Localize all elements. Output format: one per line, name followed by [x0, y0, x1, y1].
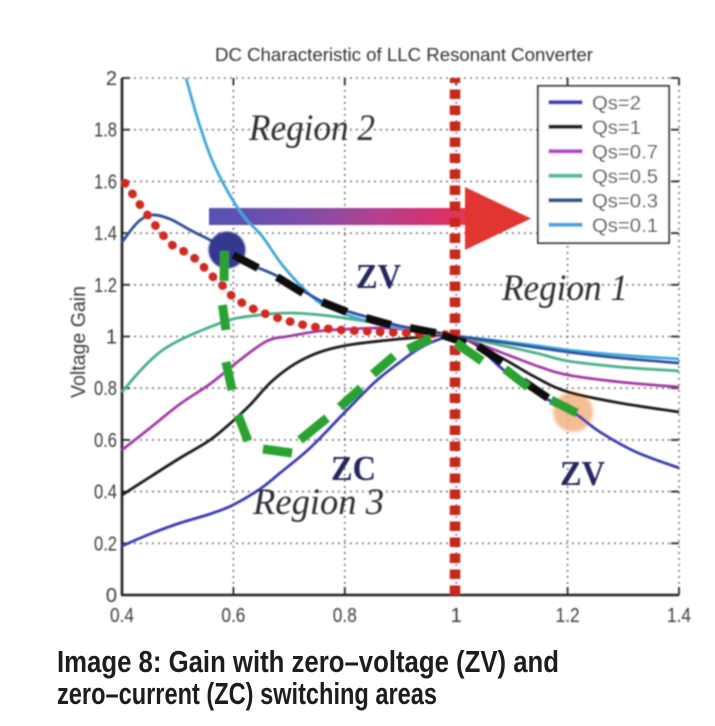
svg-text:Region 3: Region 3	[252, 482, 384, 523]
svg-text:0.8: 0.8	[94, 378, 117, 400]
svg-text:0.8: 0.8	[333, 605, 357, 627]
svg-text:1.4: 1.4	[94, 223, 117, 245]
svg-text:ZV: ZV	[560, 454, 605, 493]
svg-text:Image 8: Gain with zero–voltag: Image 8: Gain with zero–voltage (ZV) and	[57, 644, 559, 679]
svg-text:Region 2: Region 2	[248, 108, 375, 149]
svg-text:1: 1	[451, 605, 462, 627]
svg-text:0.4: 0.4	[94, 482, 117, 504]
svg-text:ZV: ZV	[356, 257, 401, 296]
svg-text:Qs=0.7: Qs=0.7	[592, 142, 658, 163]
svg-text:1.2: 1.2	[94, 275, 117, 297]
svg-text:2: 2	[106, 68, 117, 90]
svg-text:Qs=0.3: Qs=0.3	[592, 191, 658, 212]
svg-text:Qs=0.5: Qs=0.5	[592, 167, 658, 188]
svg-text:ZC: ZC	[331, 449, 376, 488]
svg-text:Qs=0.1: Qs=0.1	[592, 216, 658, 237]
svg-text:1.8: 1.8	[94, 120, 117, 142]
svg-text:0: 0	[106, 585, 117, 607]
svg-text:0.6: 0.6	[221, 605, 245, 627]
svg-text:1.6: 1.6	[94, 171, 117, 193]
svg-text:DC Characteristic of LLC Reson: DC Characteristic of LLC Resonant Conver…	[215, 44, 593, 65]
svg-text:0.6: 0.6	[94, 430, 117, 452]
svg-text:0.4: 0.4	[110, 605, 134, 627]
svg-text:1: 1	[106, 327, 117, 349]
svg-text:0.2: 0.2	[94, 533, 117, 555]
svg-text:zero–current (ZC) switching ar: zero–current (ZC) switching areas	[57, 676, 437, 711]
svg-text:Qs=1: Qs=1	[592, 118, 641, 139]
svg-text:Voltage Gain: Voltage Gain	[68, 286, 90, 398]
svg-text:Region 1: Region 1	[501, 268, 628, 309]
svg-text:1.2: 1.2	[556, 605, 580, 627]
svg-text:Qs=2: Qs=2	[592, 93, 641, 114]
svg-text:1.4: 1.4	[667, 605, 691, 627]
